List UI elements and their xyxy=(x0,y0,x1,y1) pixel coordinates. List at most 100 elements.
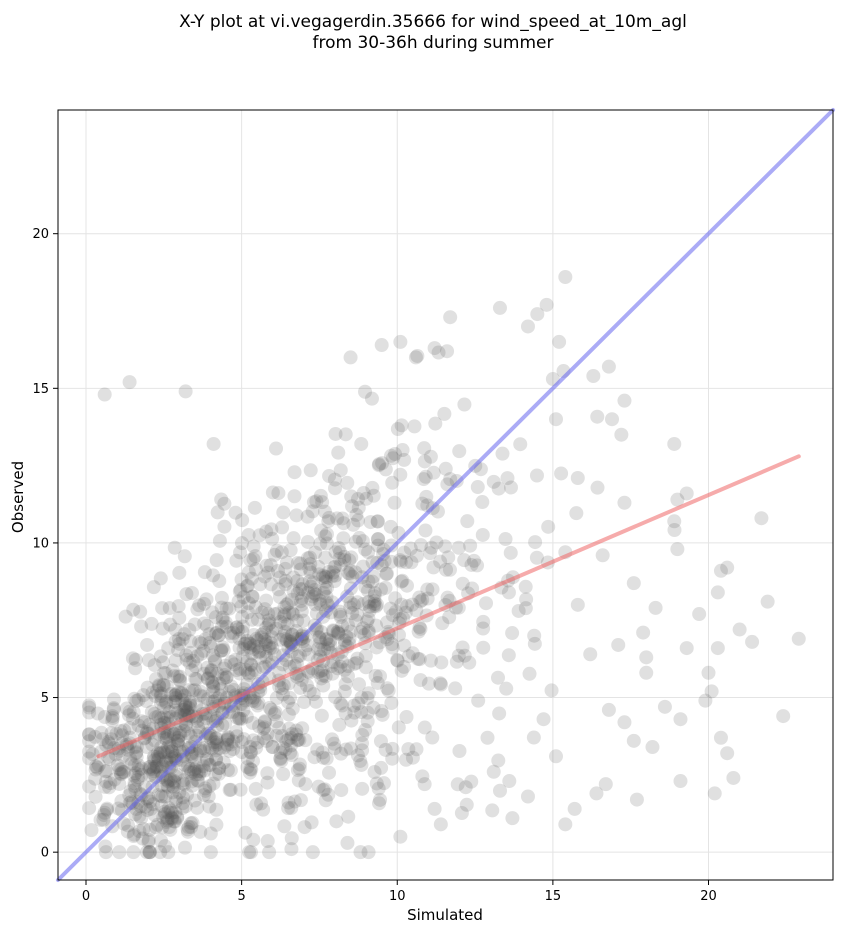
data-point xyxy=(176,790,191,805)
data-point xyxy=(385,741,400,756)
data-point xyxy=(155,820,170,835)
data-point xyxy=(273,751,288,766)
data-point xyxy=(232,631,247,646)
data-point xyxy=(511,603,526,618)
data-point xyxy=(153,845,168,860)
data-point xyxy=(246,832,261,847)
data-point xyxy=(223,626,238,641)
plot-frame xyxy=(57,109,834,881)
data-point xyxy=(235,619,250,634)
data-point xyxy=(210,505,225,520)
data-point xyxy=(269,728,284,743)
data-point xyxy=(315,570,330,585)
data-point xyxy=(165,785,180,800)
data-point xyxy=(220,762,235,777)
data-point xyxy=(183,645,198,660)
data-point xyxy=(305,504,320,519)
data-point xyxy=(171,632,186,647)
data-point xyxy=(243,553,258,568)
data-point xyxy=(726,770,741,785)
data-point xyxy=(261,565,276,580)
data-point xyxy=(209,553,224,568)
data-point xyxy=(179,652,194,667)
data-point xyxy=(589,786,604,801)
data-point xyxy=(586,368,601,383)
data-point xyxy=(152,679,167,694)
data-point xyxy=(131,770,146,785)
data-point xyxy=(261,617,276,632)
data-point xyxy=(209,751,224,766)
data-point xyxy=(155,601,170,616)
data-point xyxy=(192,635,207,650)
data-point xyxy=(278,631,293,646)
data-point xyxy=(231,594,246,609)
data-point xyxy=(279,733,294,748)
data-point xyxy=(248,781,263,796)
data-point xyxy=(187,762,202,777)
data-point xyxy=(82,727,97,742)
data-point xyxy=(184,586,199,601)
data-point xyxy=(224,655,239,670)
data-point xyxy=(356,485,371,500)
data-point xyxy=(325,623,340,638)
data-point xyxy=(185,815,200,830)
data-point xyxy=(280,617,295,632)
data-point xyxy=(395,573,410,588)
data-point xyxy=(360,705,375,720)
data-point xyxy=(156,810,171,825)
data-point xyxy=(256,721,271,736)
data-point xyxy=(309,694,324,709)
data-point xyxy=(173,669,188,684)
data-point xyxy=(193,743,208,758)
data-point xyxy=(300,638,315,653)
data-point xyxy=(159,694,174,709)
data-point xyxy=(90,760,105,775)
data-point xyxy=(337,553,352,568)
data-point xyxy=(380,615,395,630)
data-point xyxy=(327,472,342,487)
axis-ticks: 0 5 10 15 20 0 5 10 15 20 xyxy=(32,227,716,904)
data-point xyxy=(145,685,160,700)
data-point xyxy=(410,651,425,666)
data-point xyxy=(144,616,159,631)
data-point xyxy=(99,802,114,817)
data-point xyxy=(318,669,333,684)
data-point xyxy=(240,578,255,593)
data-point xyxy=(424,540,439,555)
data-point xyxy=(148,820,163,835)
data-point xyxy=(215,640,230,655)
data-point xyxy=(427,341,442,356)
data-point xyxy=(142,845,157,860)
data-point xyxy=(366,488,381,503)
data-point xyxy=(276,628,291,643)
data-point xyxy=(135,831,150,846)
data-point xyxy=(375,456,390,471)
data-point xyxy=(123,751,138,766)
data-point xyxy=(172,636,187,651)
data-point xyxy=(198,781,213,796)
data-point xyxy=(360,691,375,706)
data-point xyxy=(244,571,259,586)
data-point xyxy=(308,597,323,612)
data-point xyxy=(240,760,255,775)
data-point xyxy=(362,599,377,614)
data-point xyxy=(256,802,271,817)
data-point xyxy=(267,707,282,722)
data-point xyxy=(387,495,402,510)
data-point xyxy=(161,845,176,860)
data-point xyxy=(370,675,385,690)
data-point xyxy=(292,761,307,776)
data-point xyxy=(164,750,179,765)
data-point xyxy=(284,748,299,763)
data-point xyxy=(527,636,542,651)
data-point xyxy=(305,845,320,860)
data-point xyxy=(237,637,252,652)
data-point xyxy=(330,625,345,640)
data-point xyxy=(354,705,369,720)
data-point xyxy=(151,709,166,724)
data-point xyxy=(335,654,350,669)
data-point xyxy=(236,641,251,656)
data-point xyxy=(180,824,195,839)
data-point xyxy=(217,740,232,755)
